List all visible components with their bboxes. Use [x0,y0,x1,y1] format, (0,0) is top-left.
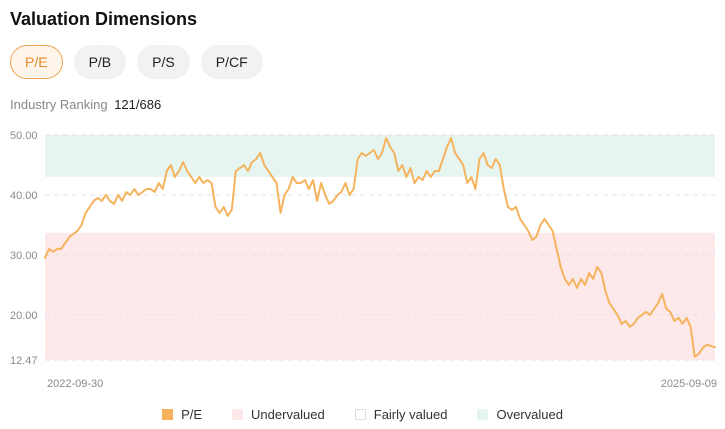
y-tick-label-50.00: 50.00 [10,130,38,142]
page-title: Valuation Dimensions [10,9,198,29]
legend-swatch-pe [162,409,174,420]
y-tick-label-40.00: 40.00 [10,190,38,202]
industry-ranking-value: 121/686 [114,97,162,112]
tab-pcf[interactable]: P/CF [200,45,263,79]
legend-label-overvalued: Overvalued [496,407,563,422]
legend-label-pe: P/E [181,407,203,422]
x-axis: 2022-09-30 2025-09-09 [47,378,717,390]
series-lines [44,137,716,358]
legend-item-fairly[interactable]: Fairly valued [354,407,448,422]
y-tick-label-12.47: 12.47 [10,355,38,367]
band-fairly-valued [45,176,715,233]
x-tick-label-end: 2025-09-09 [661,378,717,390]
valuation-bands [45,135,715,360]
series-line-p-e [44,137,716,358]
legend-item-overvalued[interactable]: Overvalued [477,407,563,422]
y-tick-label-20.00: 20.00 [10,310,38,322]
valuation-tabs: P/E P/B P/S P/CF [10,45,263,79]
x-tick-label-start: 2022-09-30 [47,378,103,390]
y-axis: 50.00 40.00 30.00 20.00 12.47 [10,130,38,367]
legend-item-undervalued[interactable]: Undervalued [232,407,325,422]
chart-legend: P/E Undervalued Fairly valued Overvalued [0,407,725,422]
legend-item-pe[interactable]: P/E [162,407,202,422]
industry-ranking: Industry Ranking 121/686 [10,97,161,112]
legend-swatch-overvalued [477,409,489,420]
pe-chart: 50.00 40.00 30.00 20.00 12.47 2022-09-30 2025… [10,130,717,390]
y-tick-label-30.00: 30.00 [10,250,38,262]
legend-label-fairly: Fairly valued [373,407,448,422]
chart-grid [45,134,715,361]
industry-ranking-label: Industry Ranking [10,97,108,112]
legend-label-undervalued: Undervalued [251,407,325,422]
tab-ps[interactable]: P/S [137,45,190,79]
legend-swatch-fairly [354,409,366,420]
tab-pe[interactable]: P/E [10,45,63,79]
legend-swatch-undervalued [232,409,244,420]
band-undervalued [45,232,715,360]
tab-pb[interactable]: P/B [73,45,127,79]
